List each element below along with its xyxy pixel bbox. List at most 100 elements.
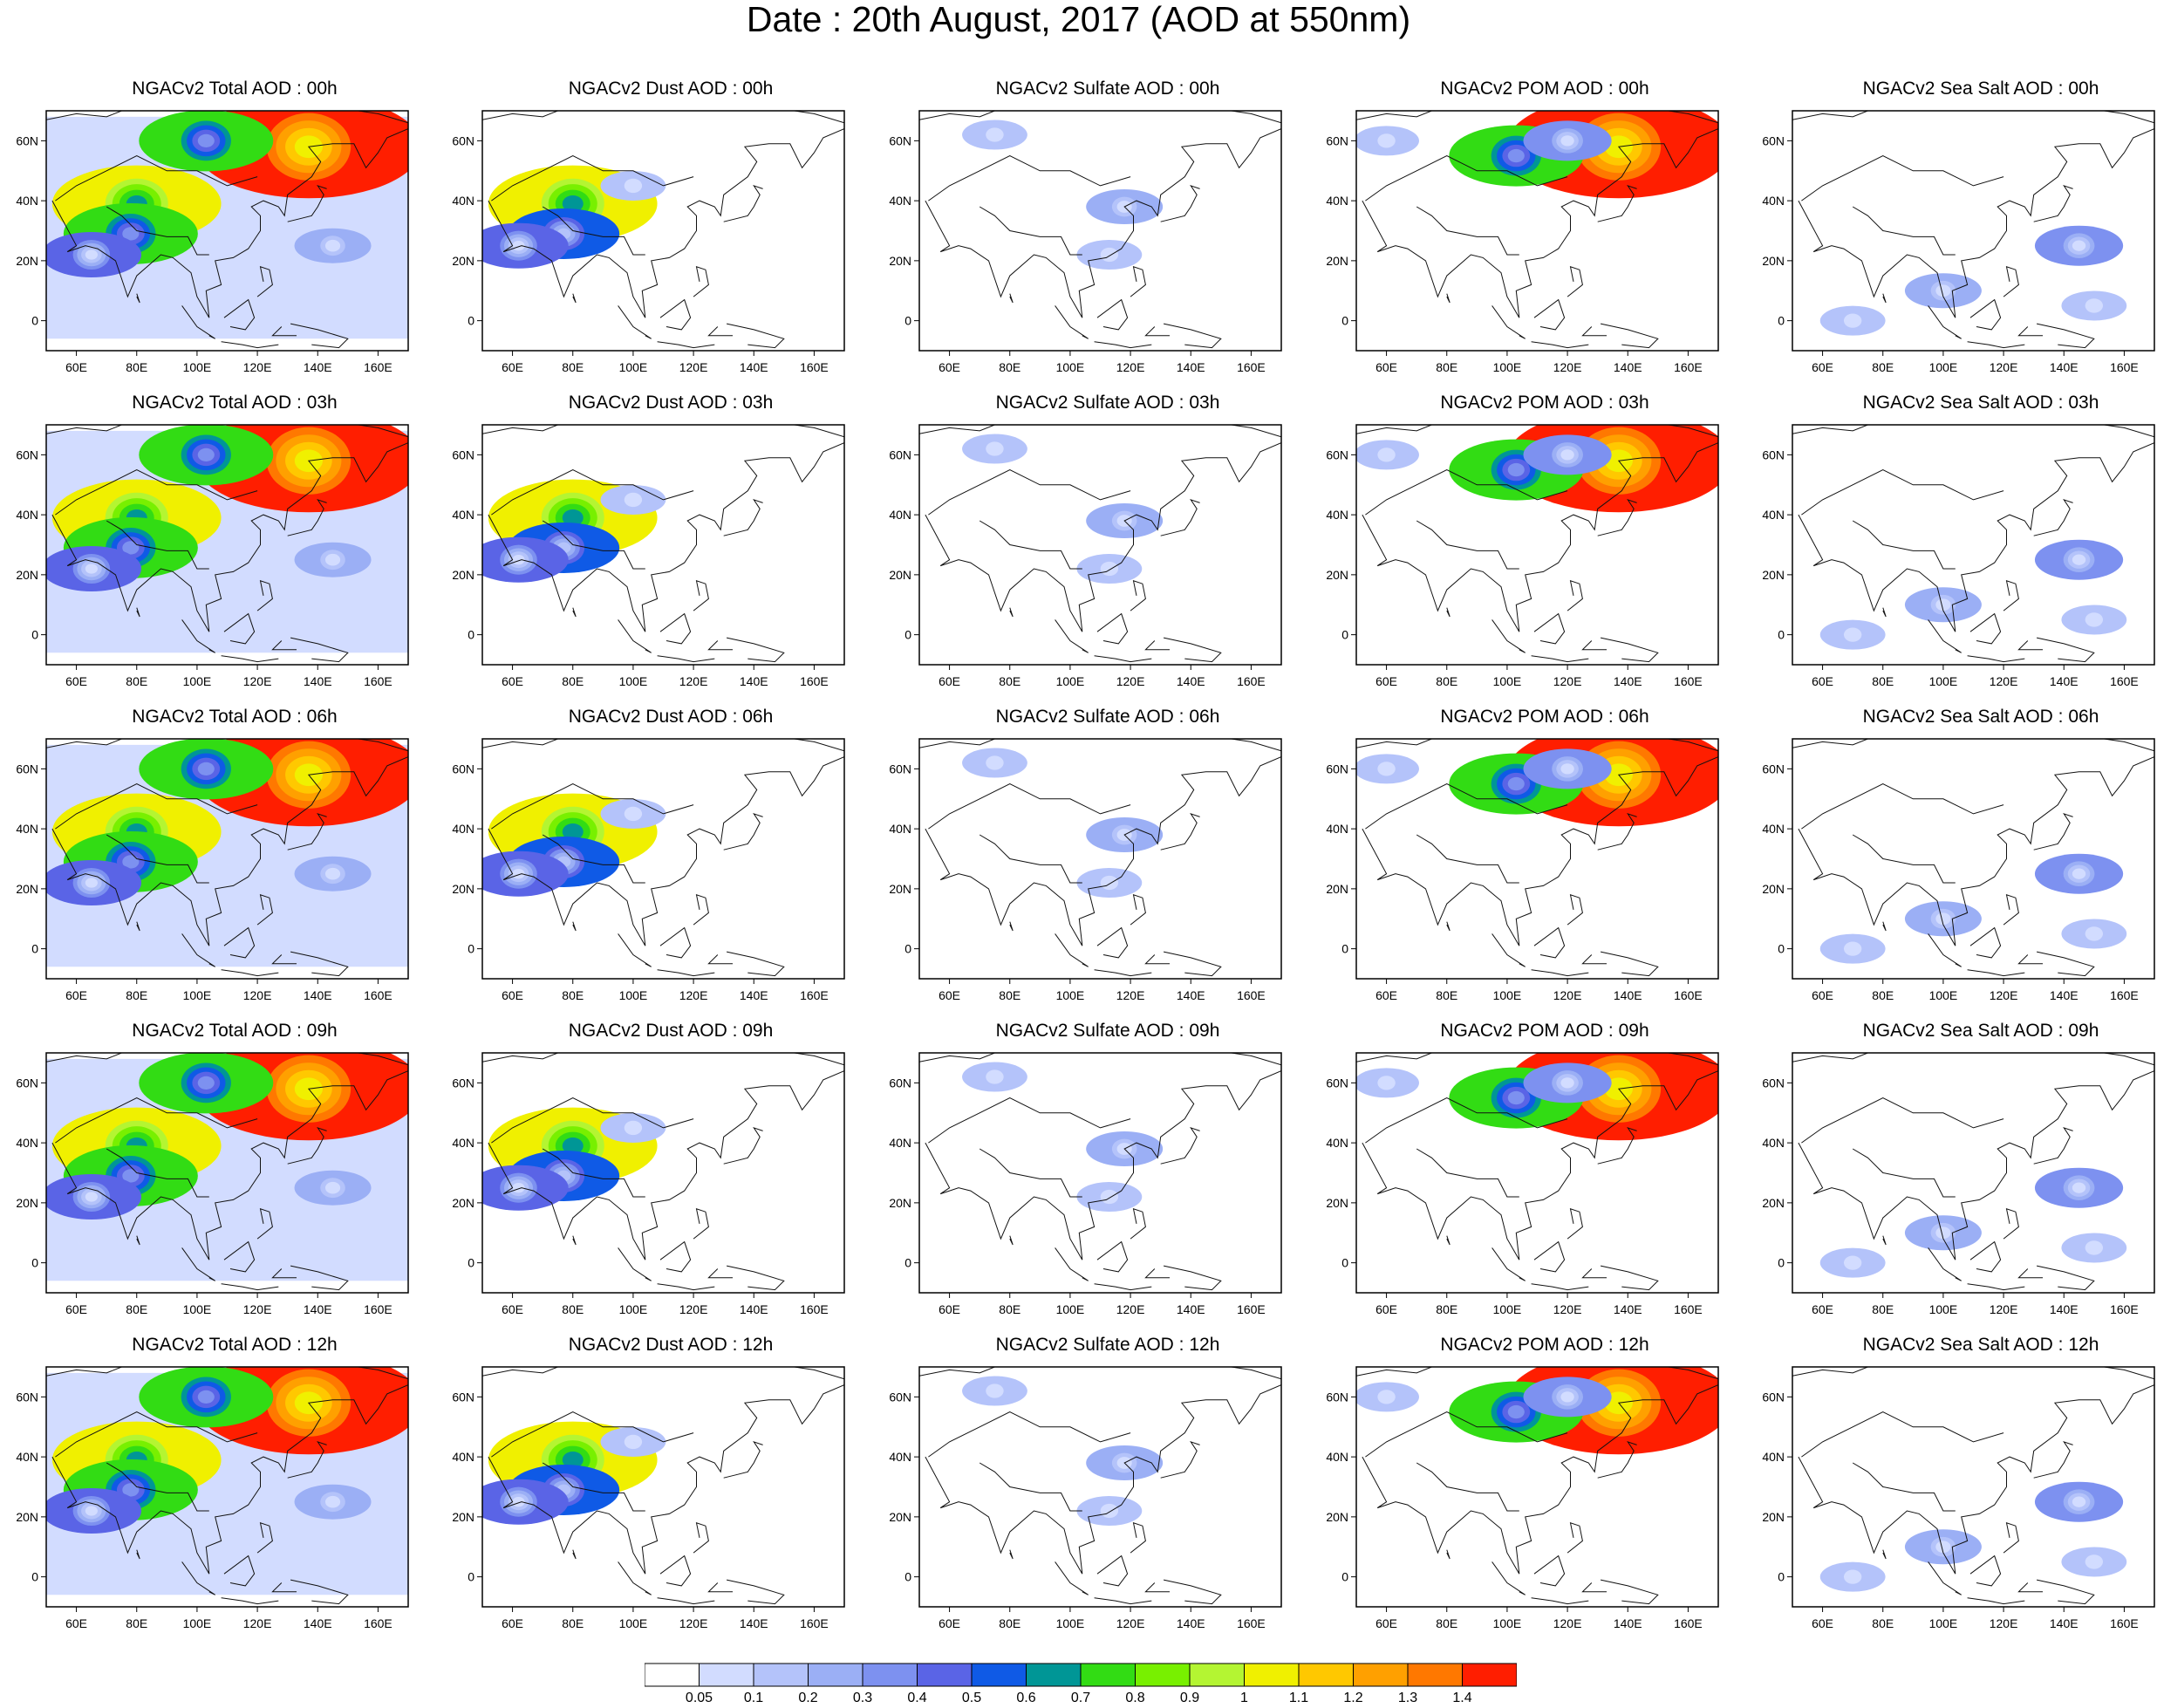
lat-tick-label: 40N [452,1450,474,1464]
lon-tick-label: 120E [679,674,708,688]
map-plot: 60N 40N 20N 0 60E 80E 100E 120E 140E 160E [1326,738,1719,1002]
coastline-4 [1531,1597,1589,1605]
map-frame [918,424,1282,666]
panel-title: NGACv2 POM AOD : 09h [1440,1021,1649,1041]
coastline-8 [1581,954,1607,965]
colorbar-label: 0.6 [1016,1691,1036,1705]
coastline-10 [542,206,645,256]
coastline-5 [223,1240,256,1273]
lon-tick-label: 80E [999,1616,1020,1630]
lon-tick-label: 140E [2050,674,2079,688]
coastline-8 [271,1582,297,1593]
map-plot: 60N 40N 20N 0 60E 80E 100E 120E 140E 160E [1762,738,2155,1002]
coastline-10 [1416,206,1519,256]
coastline-1 [1798,756,2154,946]
coastline-9 [1801,155,2004,202]
aod-blob-3-level-1 [2085,298,2104,313]
lat-tick-label: 60N [1762,1390,1785,1404]
coastline-1 [51,442,408,632]
map-plot: 60N 40N 20N 0 60E 80E 100E 120E 140E 160E [889,738,1282,1002]
coastline-6 [1130,266,1146,297]
coastline-2 [1597,812,1637,851]
coastline-11 [136,921,140,932]
panel-sulfate-06h: NGACv2 Sulfate AOD : 06h 60N 40N 20N 0 60E 80E… [889,707,1348,1021]
lon-tick-label: 60E [939,360,960,374]
lat-tick-label: 0 [1778,628,1785,642]
coastline-1 [1798,1070,2154,1261]
lat-tick-label: 20N [889,1196,911,1210]
coastline-7 [726,1265,785,1291]
coastline-6 [693,580,709,611]
coastline-11 [1446,293,1451,304]
lat-tick-label: 20N [1326,254,1348,268]
coastline-9 [928,155,1131,202]
coastline-10 [106,206,209,256]
lat-tick-label: 40N [889,194,911,208]
coastline-1 [1362,1384,1718,1575]
coastline-6 [693,1208,709,1240]
coastline-6 [693,1522,709,1554]
coastline-3 [1928,305,1962,339]
coastline-3 [1491,933,1526,967]
coastline-1 [1798,128,2154,318]
coastline-3 [1055,1561,1089,1595]
lon-tick-label: 160E [1674,360,1703,374]
aod-blob-5-level-1 [324,867,341,880]
lat-tick-label: 20N [1326,568,1348,582]
lon-tick-label: 120E [243,360,272,374]
lon-tick-label: 140E [1177,674,1205,688]
lat-tick-label: 40N [16,1136,38,1150]
lon-tick-label: 120E [1990,674,2018,688]
lat-tick-label: 0 [468,628,474,642]
coastline-9 [1365,155,1568,202]
coastline-2 [287,812,327,851]
coastline-1 [488,756,844,946]
aod-blob-0-level-1 [2072,554,2086,565]
coastline-10 [542,834,645,884]
lon-tick-label: 160E [2110,988,2139,1002]
coastline-0 [482,425,844,438]
lon-tick-label: 160E [2110,1616,2139,1630]
coastline-0 [1356,1367,1718,1380]
lat-tick-label: 20N [1762,882,1785,896]
lon-tick-label: 100E [1056,1302,1085,1316]
colorbar-label: 0.7 [1070,1691,1091,1705]
lat-tick-label: 60N [452,762,474,775]
coastline-0 [1792,1367,2154,1380]
map-frame [481,110,845,352]
coastline-1 [925,128,1281,318]
colorbar-box-1 [699,1663,754,1687]
coastline-2 [287,184,327,222]
aod-blob-3-level-4 [197,762,215,776]
aod-blob-1-level-4 [1507,1404,1525,1419]
coastline-7 [2036,1265,2095,1291]
panel-title: NGACv2 Sea Salt AOD : 12h [1862,1335,2099,1355]
aod-blob-2-level-1 [1560,135,1574,147]
panel-title: NGACv2 Total AOD : 12h [132,1335,338,1355]
lon-tick-label: 60E [1375,360,1397,374]
coastline-5 [1533,612,1566,645]
coastline-5 [1969,1554,2002,1587]
aod-blob-3-level-4 [197,447,215,462]
lat-tick-label: 0 [31,628,38,642]
coastline-3 [1055,305,1089,339]
coastline-1 [1362,756,1718,946]
lat-tick-label: 40N [889,1450,911,1464]
lat-tick-label: 40N [1762,822,1785,836]
lon-tick-label: 60E [65,1302,87,1316]
coastline-7 [1163,323,1222,349]
panel-total-09h: NGACv2 Total AOD : 09h 60N 40N 20N 0 60E 80E 10… [16,1021,474,1335]
lon-tick-label: 100E [1056,988,1085,1002]
lon-tick-label: 100E [1493,674,1522,688]
map-plot: 60N 40N 20N 0 60E 80E 100E 120E 140E 160E [452,424,845,688]
aod-blob-3-level-1 [2085,926,2104,941]
lon-tick-label: 60E [502,1302,523,1316]
map-frame [481,738,845,980]
lon-tick-label: 80E [562,360,584,374]
aod-blob-0-level-7 [562,823,584,841]
aod-blob-1-level-4 [1507,148,1525,163]
coastline-10 [1852,1462,1956,1512]
lon-tick-label: 60E [502,360,523,374]
colorbar-box-12 [1298,1663,1354,1687]
lat-tick-label: 40N [1762,194,1785,208]
